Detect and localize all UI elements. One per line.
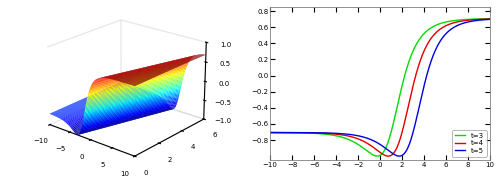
t=5 (356, 135, 362, 137)
Line: t=3: t=3 (270, 19, 490, 156)
t=5 (364, 137, 370, 139)
t=3 (442, 21, 448, 23)
t=3 (290, 132, 296, 134)
t=3 (356, 144, 362, 146)
t=4 (364, 142, 370, 144)
t=4 (267, 131, 273, 134)
t=3 (364, 150, 370, 152)
t=4 (386, 155, 392, 157)
t=3 (374, 155, 380, 157)
Line: t=4: t=4 (270, 19, 490, 156)
t=5 (418, 96, 424, 99)
Line: t=5: t=5 (270, 19, 490, 156)
t=5 (396, 155, 402, 157)
t=5 (439, 38, 445, 40)
t=4 (290, 132, 296, 134)
Legend: t=3, t=4, t=5: t=3, t=4, t=5 (452, 130, 486, 157)
t=4 (356, 138, 362, 140)
t=3 (267, 131, 273, 134)
t=5 (290, 131, 296, 134)
t=3 (487, 18, 493, 20)
t=4 (418, 57, 424, 59)
t=4 (487, 18, 493, 20)
t=3 (418, 36, 424, 38)
t=5 (487, 18, 493, 20)
t=4 (442, 25, 448, 27)
t=3 (439, 22, 445, 24)
t=4 (439, 27, 445, 29)
t=5 (442, 33, 448, 35)
t=5 (267, 131, 273, 134)
